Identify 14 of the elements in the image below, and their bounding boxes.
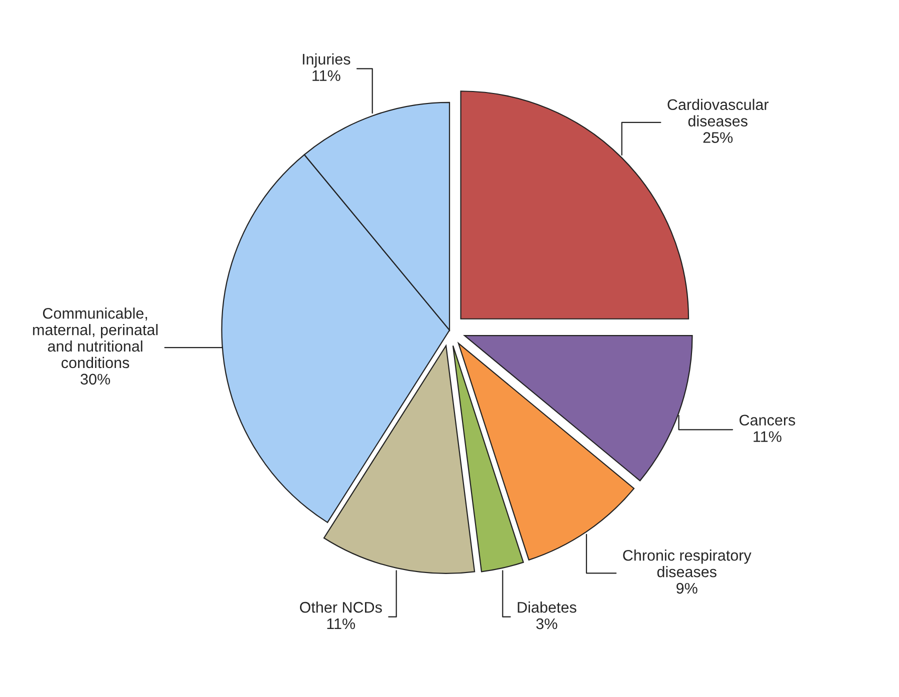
slice-label: Injuries: [302, 53, 350, 68]
slice-label: Diabetes: [518, 602, 576, 613]
data-label: 25%: [703, 132, 733, 143]
data-label: 9%: [676, 582, 698, 594]
data-label: 11%: [754, 431, 782, 442]
data-label: 11%: [312, 70, 340, 81]
data-label: 30%: [80, 374, 110, 385]
slice-label: Cancers: [740, 414, 796, 426]
slice-label: Communicable, maternal, perinatal and nutritional conditions: [33, 308, 158, 368]
slice-label: Other NCDs: [300, 602, 382, 613]
slice-label: Chronic respiratory diseases: [623, 550, 752, 578]
data-label: 3%: [536, 618, 558, 630]
slice-label: Cardiovascular diseases: [668, 98, 769, 126]
data-label: 11%: [327, 618, 356, 630]
